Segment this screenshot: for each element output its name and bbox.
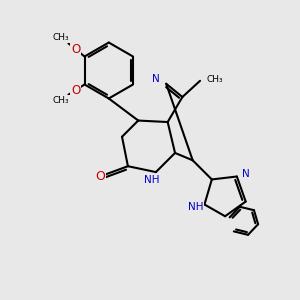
Text: N: N [242, 169, 250, 178]
Text: NH: NH [144, 175, 159, 185]
Text: CH₃: CH₃ [53, 96, 69, 105]
Text: CH₃: CH₃ [53, 33, 69, 42]
Text: O: O [71, 84, 80, 97]
Text: NH: NH [188, 202, 203, 212]
Text: CH₃: CH₃ [206, 75, 223, 84]
Text: O: O [71, 43, 80, 56]
Text: N: N [152, 74, 160, 84]
Text: O: O [95, 170, 105, 183]
